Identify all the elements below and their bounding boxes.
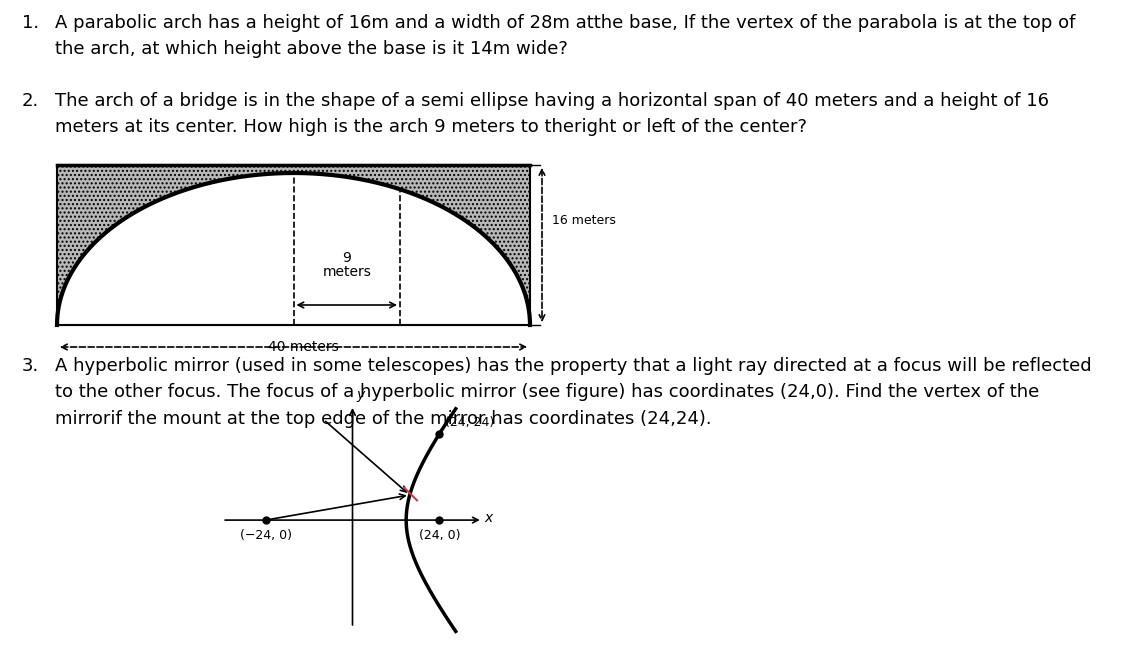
Text: 1.: 1.: [22, 14, 39, 32]
Text: x: x: [484, 511, 493, 526]
Text: (24, 0): (24, 0): [419, 529, 460, 542]
Text: 9: 9: [342, 251, 351, 265]
Polygon shape: [57, 165, 530, 325]
Text: y: y: [356, 387, 365, 402]
Text: A hyperbolic mirror (used in some telescopes) has the property that a light ray : A hyperbolic mirror (used in some telesc…: [55, 357, 1092, 428]
Text: (−24, 0): (−24, 0): [240, 529, 291, 542]
Polygon shape: [57, 173, 530, 325]
Text: The arch of a bridge is in the shape of a semi ellipse having a horizontal span : The arch of a bridge is in the shape of …: [55, 92, 1050, 136]
Text: 40 meters: 40 meters: [268, 340, 338, 354]
Text: 2.: 2.: [22, 92, 39, 110]
Text: 3.: 3.: [22, 357, 39, 375]
Text: A parabolic arch has a height of 16m and a width of 28m atthe base, If the verte: A parabolic arch has a height of 16m and…: [55, 14, 1076, 59]
Text: 16 meters: 16 meters: [552, 213, 616, 226]
Text: (24, 24): (24, 24): [445, 415, 494, 428]
Text: meters: meters: [322, 265, 372, 279]
